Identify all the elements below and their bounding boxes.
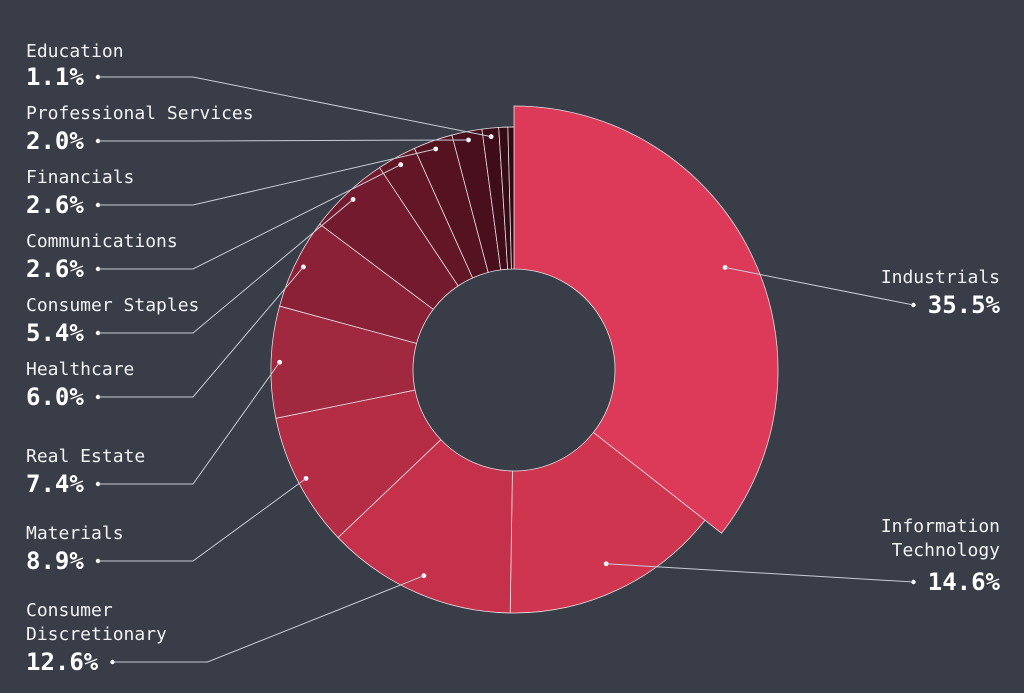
leader-dot-education: [488, 134, 494, 140]
label-value-financials: 2.6%: [26, 191, 84, 219]
slice-consumer-discretionary: [337, 439, 513, 614]
leader-line-information-technology: [606, 563, 914, 583]
label-value-materials: 8.9%: [26, 547, 84, 575]
label-name-materials: Materials: [26, 523, 124, 544]
label-value-professional-services: 2.0%: [26, 127, 84, 155]
label-value-healthcare: 6.0%: [26, 383, 84, 411]
label-value-industrials: 35.5%: [928, 291, 1001, 319]
leader-line-education: [98, 76, 492, 138]
label-name-education: Education: [26, 41, 124, 62]
label-name-healthcare: Healthcare: [26, 359, 134, 380]
label-value-consumer-discretionary: 12.6%: [26, 648, 99, 676]
label-name-consumer-discretionary: Consumer: [26, 600, 113, 621]
leader-line-materials: [98, 477, 307, 562]
label-value-communications: 2.6%: [26, 255, 84, 283]
leader-line-industrials: [724, 266, 914, 306]
label-name-industrials: Industrials: [881, 267, 1000, 288]
label-name-real-estate: Real Estate: [26, 446, 145, 467]
leader-lines: [95, 74, 916, 665]
donut-slices: [270, 105, 779, 614]
leader-dot-information-technology: [603, 561, 609, 567]
slice-industrials: [513, 105, 779, 534]
label-name-consumer-staples: Consumer Staples: [26, 295, 199, 316]
slice-unlabeled-12: [507, 126, 515, 270]
label-name-financials: Financials: [26, 167, 134, 188]
leader-line-communications: [98, 164, 401, 270]
leader-line-financials: [98, 148, 436, 206]
label-name-consumer-discretionary: Discretionary: [26, 624, 167, 645]
leader-line-real-estate: [98, 361, 281, 485]
label-value-education: 1.1%: [26, 63, 84, 91]
slice-information-technology: [509, 431, 706, 614]
leader-line-professional-services: [98, 139, 469, 142]
label-value-real-estate: 7.4%: [26, 470, 84, 498]
label-name-communications: Communications: [26, 231, 178, 252]
label-name-information-technology: Technology: [892, 540, 1001, 561]
label-value-information-technology: 14.6%: [928, 568, 1001, 596]
leader-line-consumer-staples: [98, 199, 354, 334]
slice-labels: Industrials 35.5% Information Technology 14.…: [26, 41, 1001, 676]
leader-line-healthcare: [98, 266, 304, 398]
label-value-consumer-staples: 5.4%: [26, 319, 84, 347]
label-name-information-technology: Information: [881, 516, 1000, 537]
leader-line-consumer-discretionary: [112, 575, 425, 663]
label-name-professional-services: Professional Services: [26, 103, 254, 124]
